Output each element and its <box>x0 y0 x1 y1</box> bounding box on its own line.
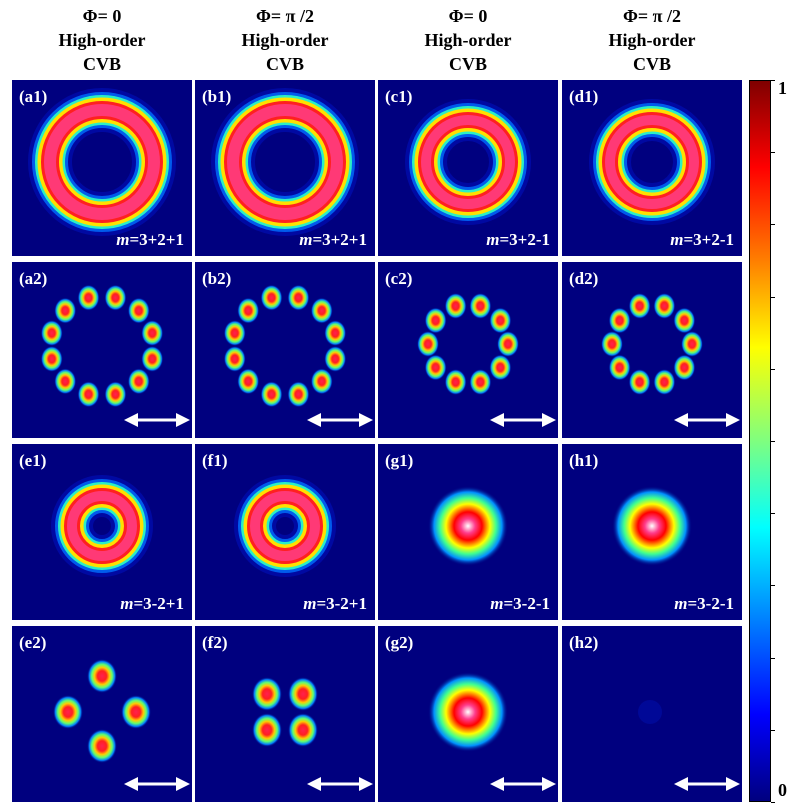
column-header-line2: High-order <box>241 30 329 50</box>
mode-value: =3-2-1 <box>503 594 550 613</box>
colorbar-tick <box>771 441 775 442</box>
beam-image-panel: (e2) <box>12 626 192 802</box>
mode-symbol: m <box>490 594 504 613</box>
beam-image-panel: (c1) m=3+2-1 <box>378 80 558 256</box>
polarization-arrow-icon <box>674 413 740 427</box>
polarization-arrow-icon <box>307 413 373 427</box>
column-header-phi: Φ= 0 <box>448 6 488 26</box>
colorbar-tick <box>771 368 775 370</box>
column-header-line3: CVB <box>632 54 671 74</box>
mode-value: =3-2+1 <box>133 594 184 613</box>
beam-image-panel: (d1) m=3+2-1 <box>562 80 742 256</box>
mode-label: m=3+2-1 <box>670 230 734 250</box>
mode-symbol: m <box>674 594 688 613</box>
colorbar-tick <box>771 802 775 803</box>
beam-image-panel: (e1) m=3-2+1 <box>12 444 192 620</box>
beam-image-panel: (f2) <box>195 626 375 802</box>
panel-label: (a2) <box>19 269 48 288</box>
colorbar-tick <box>771 657 775 659</box>
beam-image-panel: (h2) <box>562 626 742 802</box>
beam-image-panel: (d2) <box>562 262 742 438</box>
colorbar-tick <box>771 513 775 515</box>
colorbar-tick <box>771 729 775 731</box>
mode-symbol: m <box>299 230 313 249</box>
column-header-phi: Φ= 0 <box>82 6 122 26</box>
polarization-arrow-icon <box>490 777 556 791</box>
mode-value: =3+2+1 <box>312 230 367 249</box>
colorbar-tick <box>771 585 775 587</box>
column-header-line3: CVB <box>448 54 487 74</box>
mode-value: =3+2+1 <box>129 230 184 249</box>
mode-symbol: m <box>303 594 317 613</box>
panel-label: (d1) <box>569 87 599 106</box>
column-header-line2: High-order <box>58 30 146 50</box>
panel-label: (b1) <box>202 87 232 106</box>
column-header-line2: High-order <box>608 30 696 50</box>
panel-label: (g2) <box>385 633 414 652</box>
column-header: Φ= π /2 High-order CVB <box>562 4 742 76</box>
colorbar-min-label: 0 <box>778 780 787 800</box>
mode-value: =3+2-1 <box>683 230 734 249</box>
column-header: Φ= 0 High-order CVB <box>378 4 558 76</box>
panel-label: (d2) <box>569 269 599 288</box>
beam-image-panel: (c2) <box>378 262 558 438</box>
mode-label: m=3+2-1 <box>486 230 550 250</box>
beam-image-panel: (g2) <box>378 626 558 802</box>
polarization-arrow-icon <box>124 777 190 791</box>
beam-image-panel: (f1) m=3-2+1 <box>195 444 375 620</box>
polarization-arrow-icon <box>307 777 373 791</box>
colorbar-tick <box>771 152 775 154</box>
panel-label: (h2) <box>569 633 599 652</box>
beam-image-panel: (h1) m=3-2-1 <box>562 444 742 620</box>
mode-value: =3-2+1 <box>316 594 367 613</box>
column-header-line3: CVB <box>265 54 304 74</box>
colorbar-tick <box>771 296 775 298</box>
panel-label: (a1) <box>19 87 48 106</box>
column-header-line3: CVB <box>82 54 121 74</box>
beam-image-panel: (a2) <box>12 262 192 438</box>
column-header: Φ= 0 High-order CVB <box>12 4 192 76</box>
mode-label: m=3+2+1 <box>299 230 367 250</box>
column-header-line2: High-order <box>424 30 512 50</box>
column-header: Φ= π /2 High-order CVB <box>195 4 375 76</box>
mode-symbol: m <box>116 230 130 249</box>
mode-symbol: m <box>486 230 500 249</box>
panel-label: (e2) <box>19 633 47 652</box>
mode-label: m=3+2+1 <box>116 230 184 250</box>
colorbar <box>749 80 771 802</box>
panel-label: (c2) <box>385 269 413 288</box>
panel-label: (e1) <box>19 451 47 470</box>
colorbar-tick <box>771 80 775 81</box>
panel-label: (f2) <box>202 633 228 652</box>
mode-label: m=3-2-1 <box>674 594 734 614</box>
mode-value: =3-2-1 <box>687 594 734 613</box>
beam-image-panel: (g1) m=3-2-1 <box>378 444 558 620</box>
panel-label: (h1) <box>569 451 599 470</box>
mode-value: =3+2-1 <box>499 230 550 249</box>
beam-image-panel: (b1) m=3+2+1 <box>195 80 375 256</box>
colorbar-max-label: 1 <box>778 78 787 98</box>
mode-label: m=3-2+1 <box>120 594 184 614</box>
beam-image-panel: (b2) <box>195 262 375 438</box>
mode-label: m=3-2+1 <box>303 594 367 614</box>
panel-label: (b2) <box>202 269 232 288</box>
panel-label: (g1) <box>385 451 414 470</box>
colorbar-tick <box>771 224 775 226</box>
polarization-arrow-icon <box>490 413 556 427</box>
panel-label: (c1) <box>385 87 413 106</box>
beam-image-panel: (a1) m=3+2+1 <box>12 80 192 256</box>
mode-symbol: m <box>670 230 684 249</box>
polarization-arrow-icon <box>124 413 190 427</box>
mode-symbol: m <box>120 594 134 613</box>
polarization-arrow-icon <box>674 777 740 791</box>
column-header-phi: Φ= π /2 <box>622 6 682 26</box>
mode-label: m=3-2-1 <box>490 594 550 614</box>
panel-label: (f1) <box>202 451 228 470</box>
column-header-phi: Φ= π /2 <box>255 6 315 26</box>
